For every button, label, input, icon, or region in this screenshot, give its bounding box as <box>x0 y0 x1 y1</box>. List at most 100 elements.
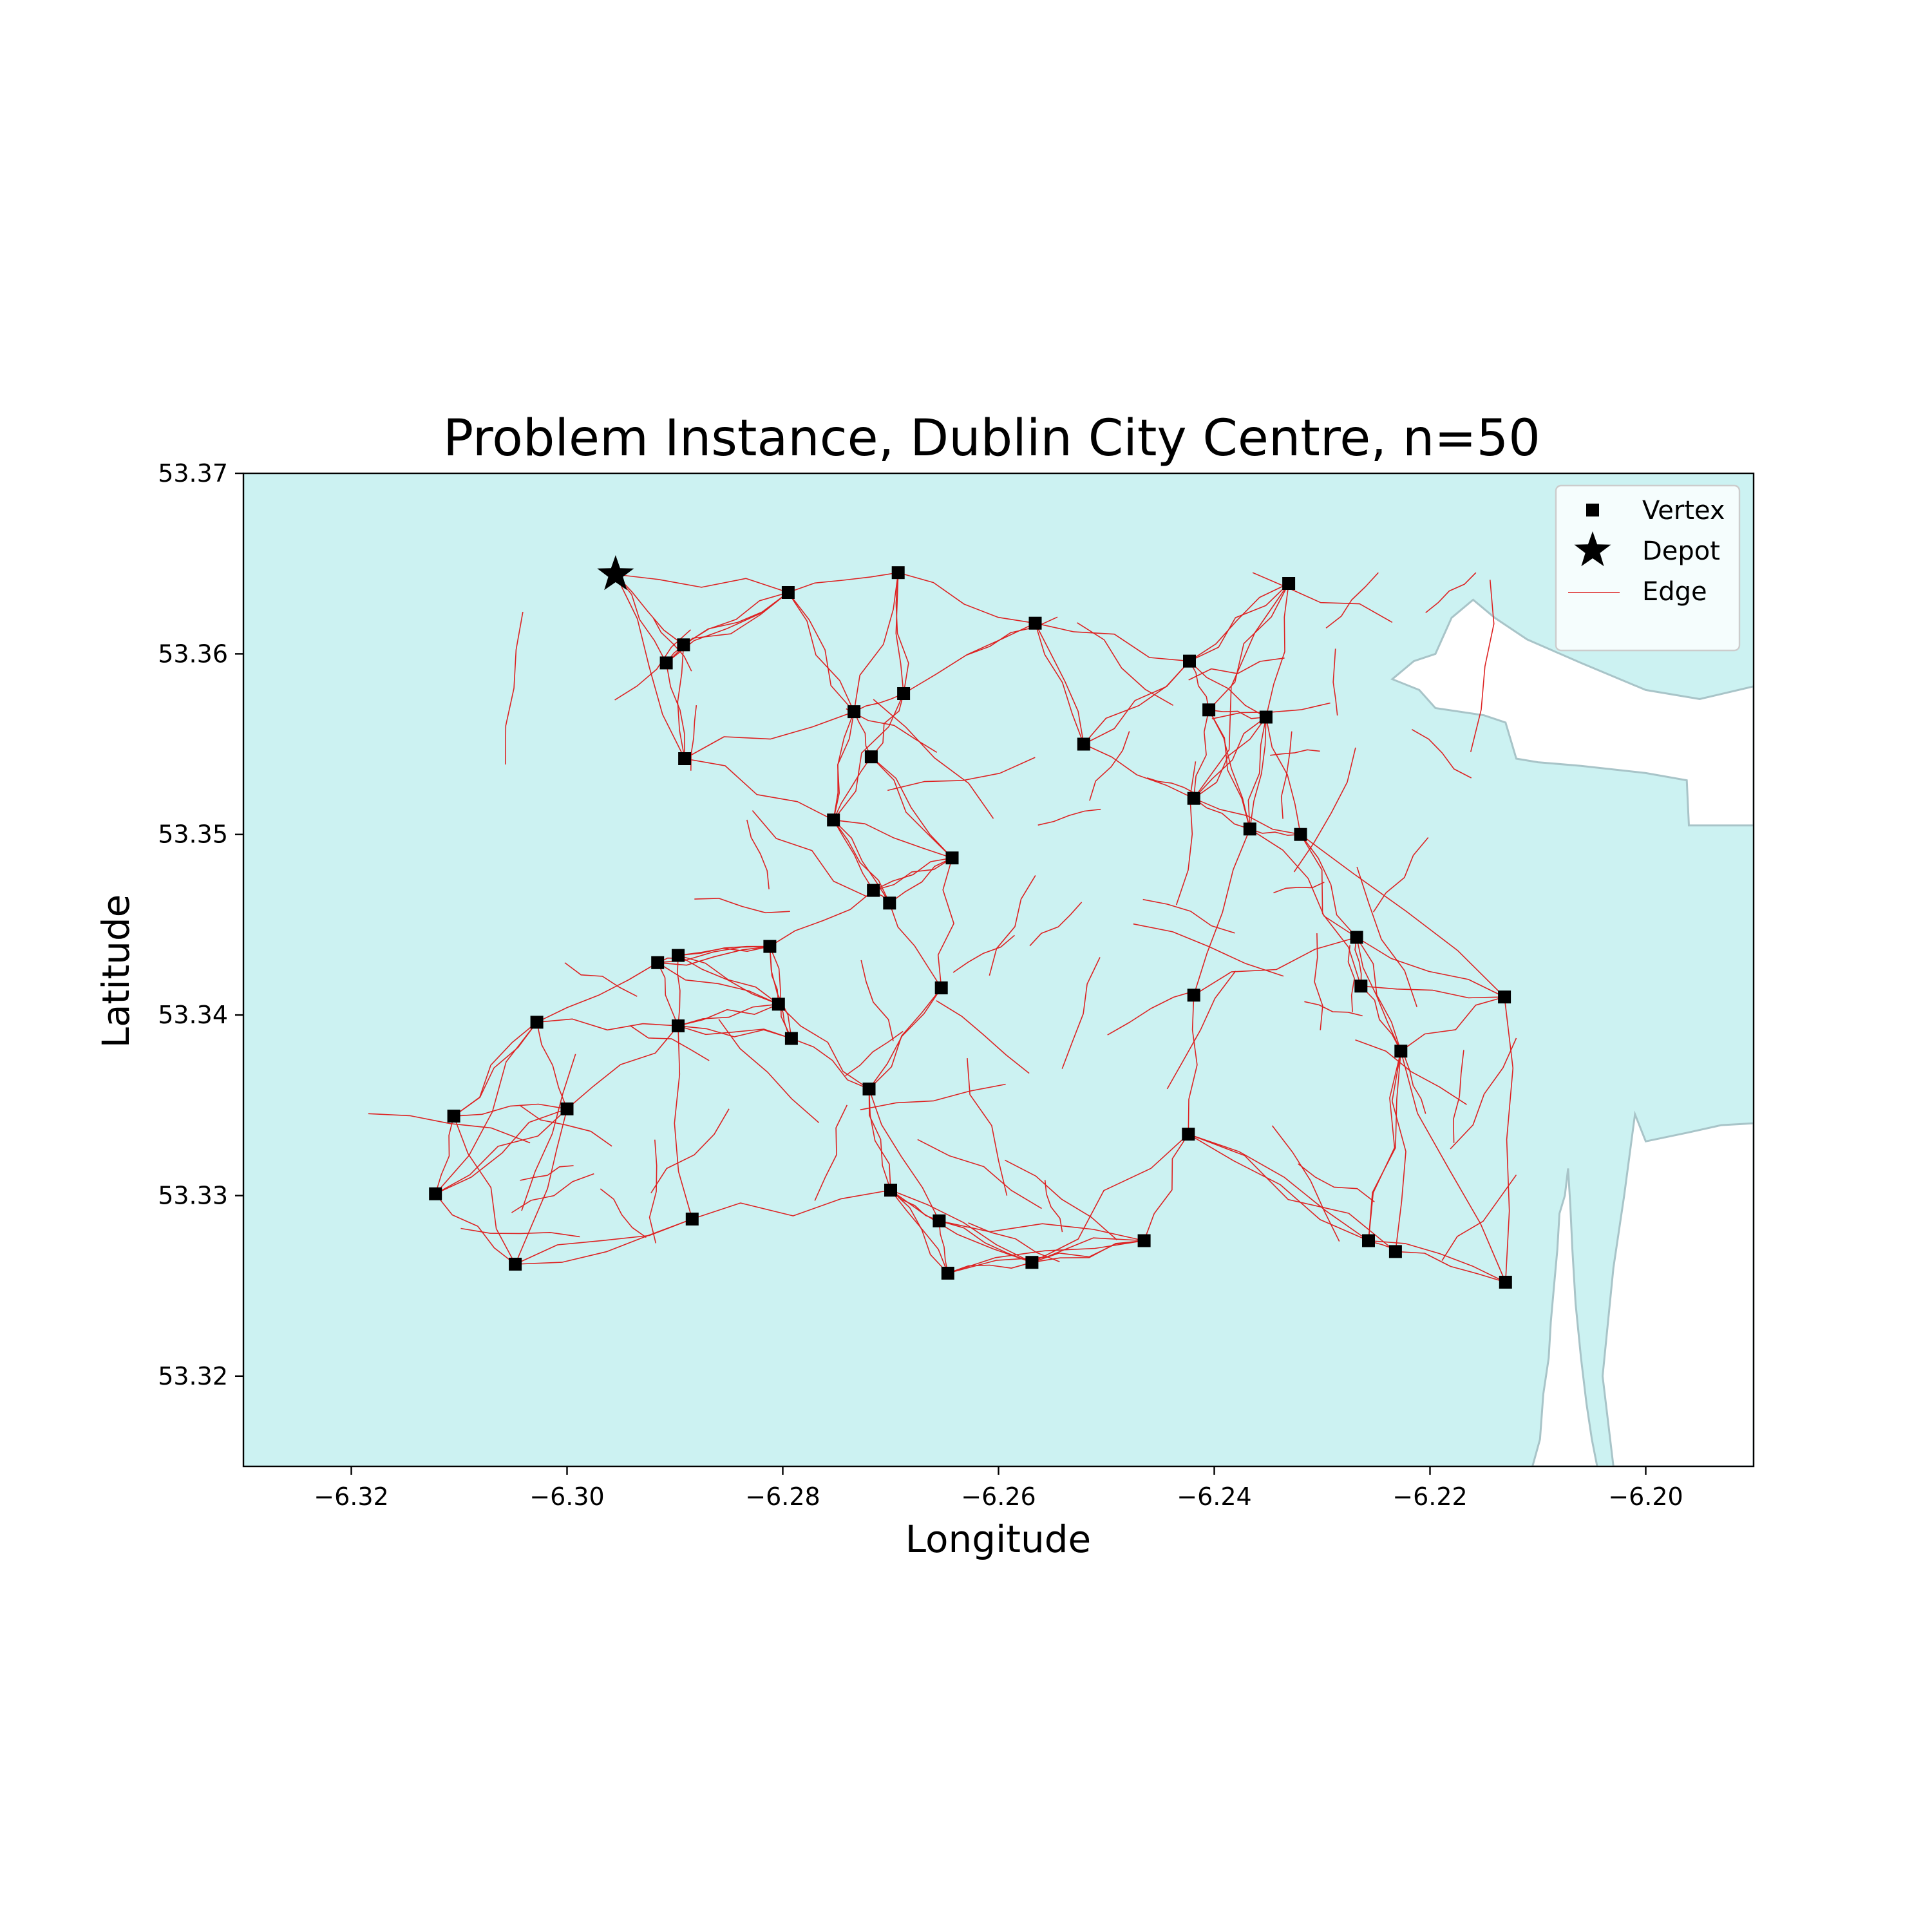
road-edge <box>833 819 874 891</box>
road-edge <box>1300 834 1358 938</box>
x-tick-label: −6.32 <box>314 1482 388 1511</box>
road-edge <box>515 1218 693 1265</box>
road-edge <box>1347 945 1355 1012</box>
road-edge <box>846 708 938 753</box>
road-edge <box>1037 808 1101 826</box>
road-edge <box>520 1165 574 1181</box>
x-tick-label: −6.26 <box>961 1482 1036 1511</box>
vertex-marker <box>941 1267 954 1280</box>
vertex-marker <box>781 586 795 599</box>
y-tick-label: 53.36 <box>158 639 228 668</box>
road-edge <box>937 857 954 989</box>
road-edge <box>615 574 685 759</box>
road-edge <box>1368 1240 1506 1283</box>
road-edge <box>1273 882 1325 894</box>
vertex-marker <box>1183 654 1196 668</box>
vertex-marker <box>867 884 880 897</box>
road-edge <box>515 1108 568 1265</box>
road-edge <box>1271 1125 1340 1242</box>
y-tick-label: 53.35 <box>158 820 228 849</box>
road-edge <box>511 1173 594 1213</box>
road-edge <box>1280 731 1293 819</box>
road-edge <box>1372 837 1429 913</box>
road-edge <box>769 889 874 947</box>
road-edge <box>677 1025 792 1039</box>
road-edge <box>519 1104 612 1147</box>
road-edge <box>1208 709 1251 829</box>
road-edge <box>833 756 872 820</box>
road-edge <box>1368 1051 1402 1241</box>
road-edge <box>1354 937 1362 987</box>
road-edge <box>1270 749 1320 756</box>
x-tick-label: −6.22 <box>1392 1482 1467 1511</box>
vertex-marker <box>763 940 777 953</box>
road-edge <box>1146 777 1195 794</box>
road-edge <box>1143 1133 1189 1241</box>
vertex-marker <box>1025 1256 1039 1269</box>
road-edge <box>677 1003 779 1027</box>
vertex-marker <box>1259 710 1273 724</box>
road-edge <box>1356 936 1505 998</box>
road-edge <box>1107 989 1199 1036</box>
road-edge <box>898 572 1036 624</box>
road-edge <box>1356 866 1417 1007</box>
vertex-marker <box>1028 616 1042 630</box>
vertex-marker <box>1182 1128 1195 1141</box>
vertex-marker <box>784 1032 798 1045</box>
vertex-marker <box>827 813 840 827</box>
road-edge <box>1083 743 1195 799</box>
road-edge <box>1142 898 1235 934</box>
legend-vertex-label: Vertex <box>1642 496 1725 526</box>
road-edge <box>536 962 658 1023</box>
road-edge <box>938 1220 949 1274</box>
land-area <box>1390 598 1754 827</box>
road-edge <box>1005 1159 1118 1240</box>
road-edge <box>1360 985 1402 1052</box>
road-edge <box>521 1054 576 1211</box>
vertex-marker <box>864 750 878 764</box>
road-edge <box>674 1025 693 1220</box>
road-edge <box>1188 658 1285 681</box>
road-edge <box>871 756 953 858</box>
road-edge <box>1355 1039 1467 1105</box>
road-edge <box>1188 1133 1396 1253</box>
road-edge <box>1304 1001 1363 1017</box>
road-edge <box>1265 583 1289 717</box>
road-edge <box>833 819 890 904</box>
road-edge <box>936 1000 1030 1074</box>
vertex-marker <box>678 752 692 765</box>
road-edge <box>1391 1051 1406 1252</box>
road-edge <box>564 962 638 997</box>
road-edge <box>1189 661 1267 718</box>
road-edge <box>677 955 681 1026</box>
vertex-marker <box>672 1019 685 1032</box>
legend-vertex-marker <box>1586 504 1599 516</box>
plot-area <box>242 472 1755 1468</box>
road-edge <box>1441 1174 1517 1262</box>
road-edge <box>684 711 855 759</box>
road-edge <box>968 1222 1060 1263</box>
road-edge <box>600 1188 647 1238</box>
road-edge <box>665 663 685 759</box>
road-edge <box>1193 798 1251 830</box>
x-tick-label: −6.28 <box>745 1482 820 1511</box>
edge-layer <box>368 572 1517 1283</box>
road-edge <box>889 857 952 904</box>
road-edge <box>966 616 1058 656</box>
road-edge <box>677 1003 779 1027</box>
road-edge <box>1166 971 1236 1090</box>
road-edge <box>778 1003 869 1090</box>
road-edge <box>788 592 855 712</box>
road-edge <box>435 1193 516 1265</box>
vertex-marker <box>1243 822 1256 836</box>
road-edge <box>694 898 790 914</box>
road-edge <box>650 1108 730 1193</box>
road-edge <box>890 1189 1032 1263</box>
land-layer <box>1390 598 1754 1466</box>
road-edge <box>1029 902 1083 947</box>
road-edge <box>1193 716 1267 799</box>
road-edge <box>435 1108 567 1195</box>
vertex-layer <box>429 566 1512 1289</box>
road-edge <box>939 1220 1144 1242</box>
